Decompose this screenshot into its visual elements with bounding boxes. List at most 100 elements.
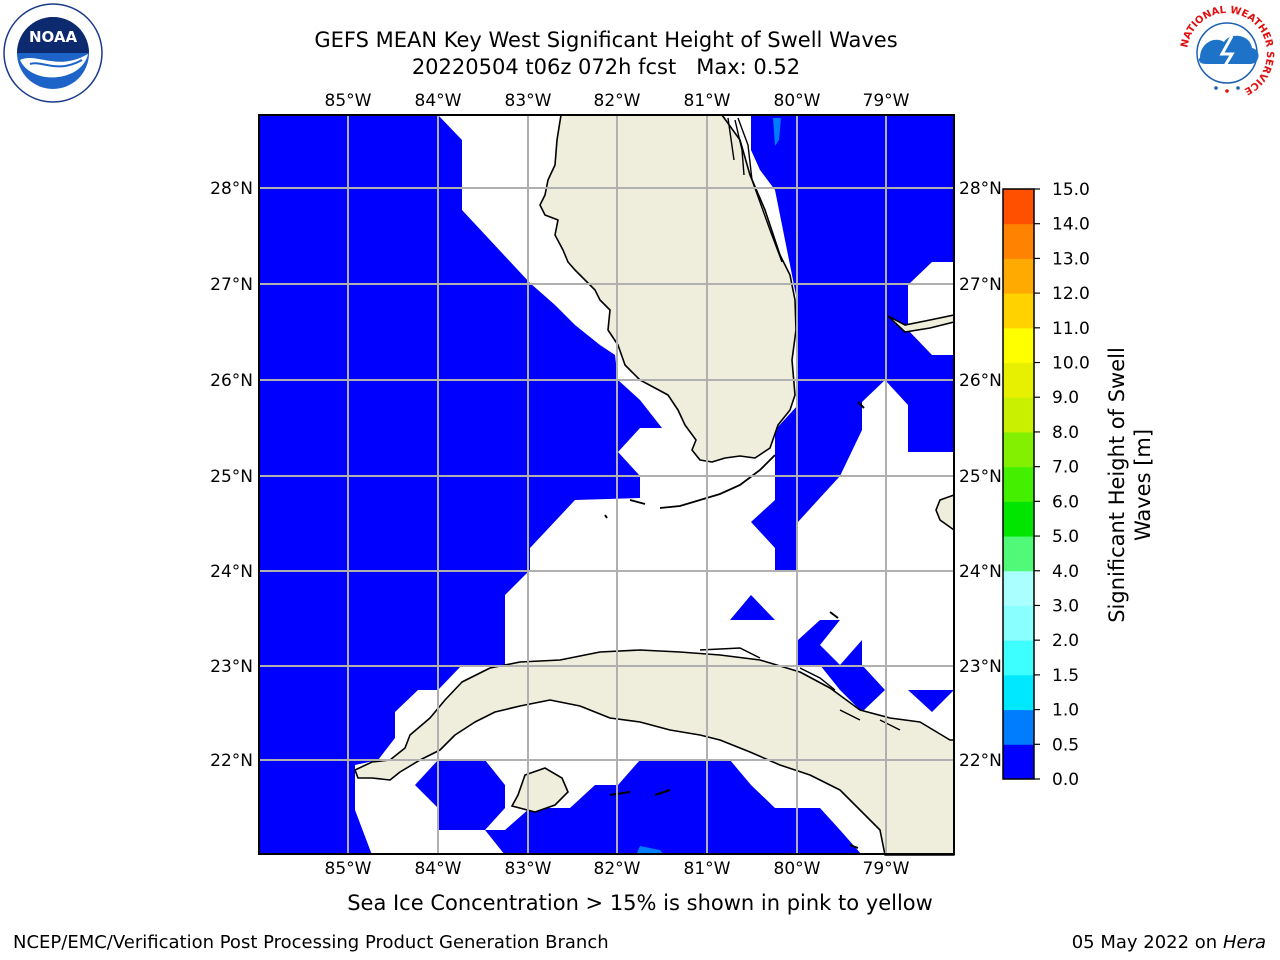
andros-island: [935, 493, 955, 532]
colorbar-tick-label: 9.0: [1052, 388, 1079, 408]
colorbar-tick-label: 4.0: [1052, 562, 1079, 582]
colorbar-segment: [1003, 431, 1034, 468]
colorbar-tick-label: 2.0: [1052, 631, 1079, 651]
colorbar-tick-label: 6.0: [1052, 492, 1079, 512]
small-cays: [604, 401, 865, 849]
colorbar-tick-label: 10.0: [1052, 354, 1090, 374]
colorbar-segment: [1003, 397, 1034, 433]
swell-field-atlantic-north: [751, 115, 954, 570]
chart-title: GEFS MEAN Key West Significant Height of…: [314, 28, 898, 52]
colorbar-segment: [1003, 570, 1034, 606]
swell-field-gulf: [259, 115, 662, 855]
lat-label-left: 28°N: [210, 179, 253, 199]
colorbar-segment: [1003, 640, 1034, 676]
colorbar-tick-label: 1.0: [1052, 701, 1079, 721]
graticule: [259, 115, 954, 854]
footer-date: 05 May 2022 on Hera: [1072, 932, 1266, 954]
cuba-north-cays: [699, 647, 901, 731]
colorbar-tick-label: 11.0: [1052, 319, 1090, 339]
colorbar-segment: [1003, 466, 1034, 502]
land: [354, 114, 955, 856]
lat-label-right: 23°N: [959, 657, 1002, 677]
lon-label-bottom: 85°W: [325, 859, 372, 879]
swell-field-caribbean: [415, 760, 862, 855]
footer-date-text: 05 May 2022 on: [1071, 932, 1218, 953]
colorbar-segments: [1003, 189, 1034, 780]
colorbar-tick-label: 15.0: [1052, 180, 1090, 200]
colorbar-tick-label: 3.0: [1052, 596, 1079, 616]
colorbar-segment: [1003, 189, 1034, 225]
lon-label-top: 82°W: [594, 91, 641, 111]
colorbar-segment: [1003, 327, 1034, 364]
colorbar-tick-label: 0.5: [1052, 735, 1079, 755]
florida-land: [539, 114, 797, 463]
noaa-logo-text: NOAA: [29, 28, 78, 46]
lat-label-left: 27°N: [210, 275, 253, 295]
chart-subtitle: 20220504 t06z 072h fcst Max: 0.52: [411, 55, 801, 79]
map-area: [258, 114, 955, 856]
colorbar-tick-label: 1.5: [1052, 666, 1079, 686]
sea-ice-note: Sea Ice Concentration > 15% is shown in …: [347, 891, 933, 915]
colorbar-label-line2: Waves [m]: [1131, 429, 1155, 541]
lon-label-bottom: 82°W: [594, 859, 641, 879]
lat-label-left: 25°N: [210, 467, 253, 487]
florida-east-barrier: [727, 117, 783, 263]
colorbar-label-line1: Significant Height of Swell: [1105, 347, 1129, 623]
lon-label-bottom: 81°W: [684, 859, 731, 879]
lon-label-bottom: 84°W: [415, 859, 462, 879]
colorbar-segment: [1003, 709, 1034, 745]
colorbar-segment: [1003, 258, 1034, 294]
lon-labels-bottom: 85°W 84°W 83°W 82°W 81°W 80°W 79°W: [325, 859, 910, 879]
colorbar-tick-label: 14.0: [1052, 215, 1090, 235]
lat-label-right: 22°N: [959, 751, 1002, 771]
colorbar-segment: [1003, 362, 1034, 398]
colorbar-tick-label: 0.0: [1052, 770, 1079, 790]
lat-label-right: 28°N: [959, 179, 1002, 199]
lon-label-top: 85°W: [325, 91, 372, 111]
colorbar-segment: [1003, 674, 1034, 711]
colorbar-tick-label: 12.0: [1052, 284, 1090, 304]
lon-label-top: 81°W: [684, 91, 731, 111]
lat-label-right: 25°N: [959, 467, 1002, 487]
colorbar-segment: [1003, 293, 1034, 329]
lon-label-top: 79°W: [863, 91, 910, 111]
swell-field-light-cell-south: [636, 846, 664, 855]
lon-label-top: 83°W: [505, 91, 552, 111]
colorbar-segment: [1003, 536, 1034, 572]
colorbar: 0.0 0.5 1.0 1.5 2.0 3.0 4.0 5.0 6.0 7.0 8.0 9.0 10.0…: [1002, 180, 1155, 790]
lat-labels-left: 28°N 27°N 26°N 25°N 24°N 23°N 22°N: [210, 179, 253, 771]
florida-keys: [629, 454, 776, 509]
footer-host: Hera: [1222, 932, 1266, 953]
colorbar-segment: [1003, 605, 1034, 641]
map-frame: [258, 114, 955, 855]
lat-label-left: 24°N: [210, 562, 253, 582]
colorbar-segment: [1003, 223, 1034, 259]
colorbar-segment: [1003, 501, 1034, 537]
lat-labels-right: 28°N 27°N 26°N 25°N 24°N 23°N 22°N: [959, 179, 1002, 771]
lat-label-left: 23°N: [210, 657, 253, 677]
colorbar-tick-label: 7.0: [1052, 458, 1079, 478]
swell-field-light-cell-north: [773, 118, 781, 146]
noaa-logo: NOAA: [2, 2, 104, 108]
lon-label-bottom: 80°W: [774, 859, 821, 879]
swell-field-strait: [730, 595, 775, 620]
colorbar-tick-label: 8.0: [1052, 423, 1079, 443]
lat-label-left: 26°N: [210, 371, 253, 391]
colorbar-tick-label: 5.0: [1052, 527, 1079, 547]
isla-de-la-juventud: [510, 767, 569, 813]
lat-label-right: 26°N: [959, 371, 1002, 391]
nws-logo: NATIONAL WEATHER SERVICE: [1176, 2, 1278, 108]
lon-label-bottom: 79°W: [863, 859, 910, 879]
swell-field-east: [908, 690, 954, 712]
colorbar-tick-label: 13.0: [1052, 249, 1090, 269]
swell-field: [259, 115, 954, 855]
lat-label-right: 27°N: [959, 275, 1002, 295]
colorbar-ticks: 0.0 0.5 1.0 1.5 2.0 3.0 4.0 5.0 6.0 7.0 8.0 9.0 10.0…: [1034, 180, 1090, 790]
lon-label-top: 80°W: [774, 91, 821, 111]
colorbar-segment: [1003, 744, 1034, 780]
lon-labels-top: 85°W 84°W 83°W 82°W 81°W 80°W 79°W: [325, 91, 910, 111]
lon-label-bottom: 83°W: [505, 859, 552, 879]
colorbar-frame: [1002, 188, 1035, 780]
footer-credit: NCEP/EMC/Verification Post Processing Pr…: [13, 932, 609, 953]
